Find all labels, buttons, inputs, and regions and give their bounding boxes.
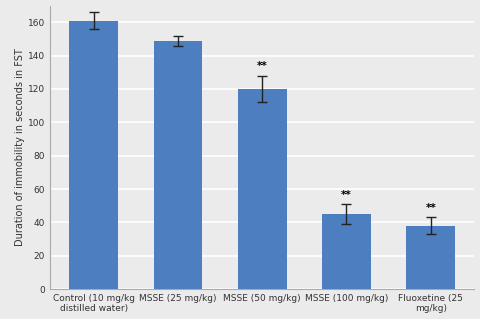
Text: **: ** [341,190,352,200]
Bar [406,226,455,289]
Text: **: ** [257,62,268,71]
Bar [69,20,118,289]
Text: **: ** [425,203,436,213]
Bar [322,214,371,289]
Bar [154,41,203,289]
Y-axis label: Duration of immobility in seconds in FST: Duration of immobility in seconds in FST [15,48,25,246]
Bar [238,89,287,289]
